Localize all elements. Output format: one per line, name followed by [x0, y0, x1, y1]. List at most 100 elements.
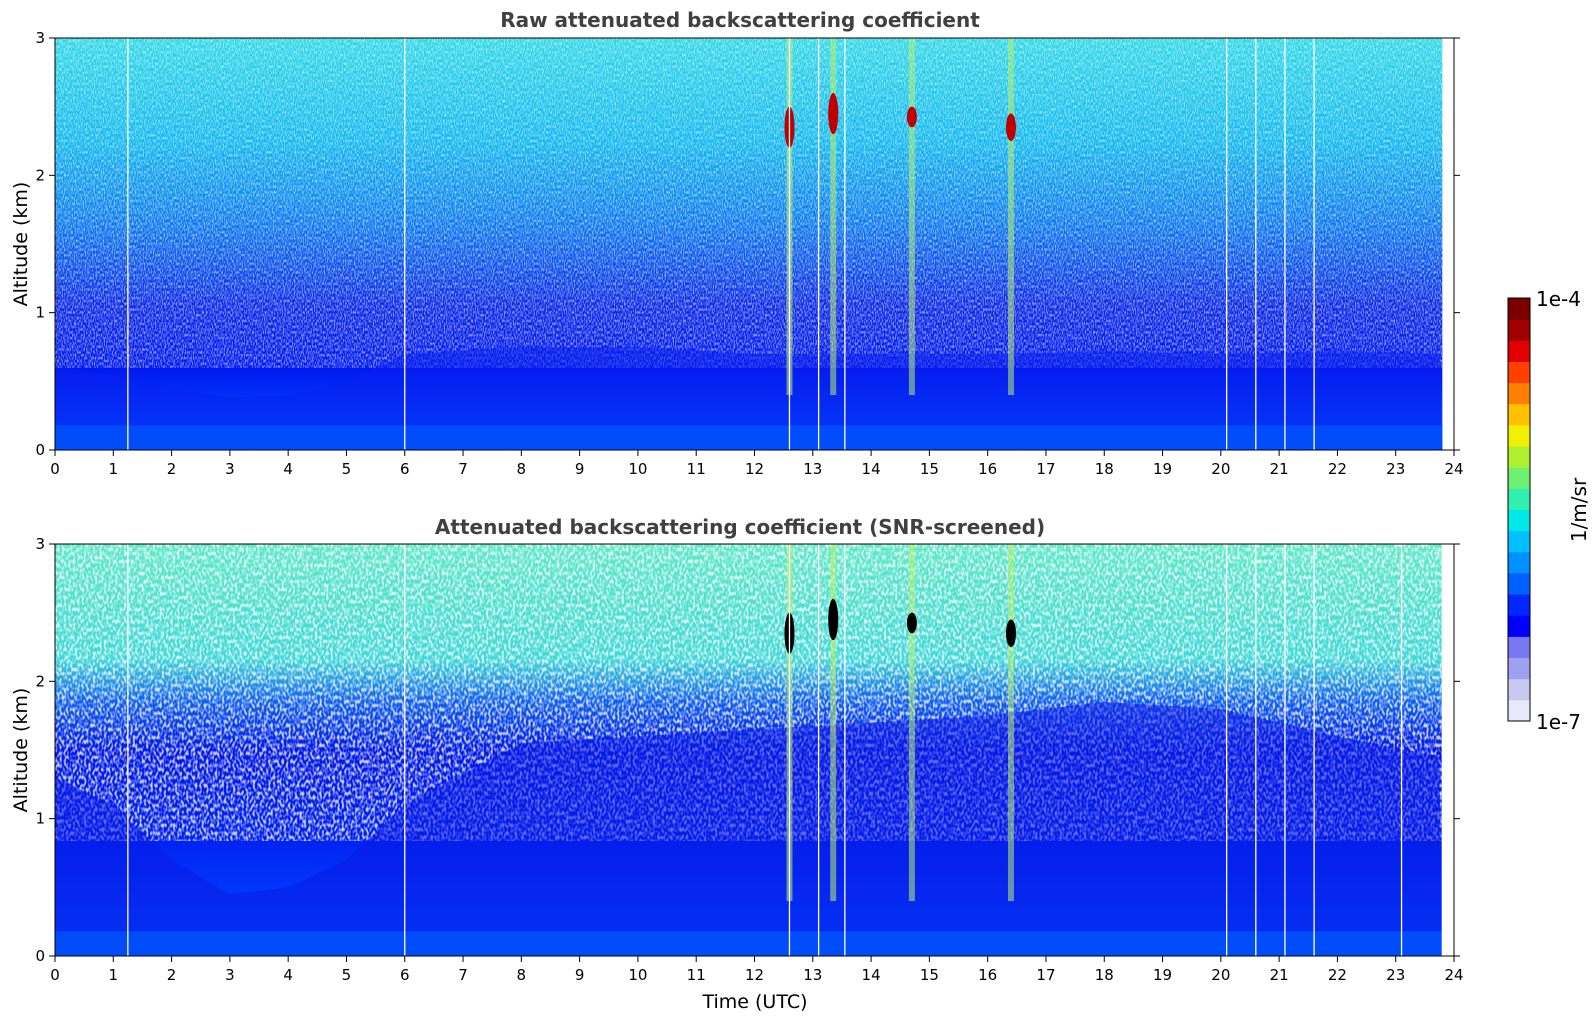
x-tick-label: 3: [225, 460, 235, 478]
surface-layer: [55, 425, 1443, 450]
x-tick-label: 8: [517, 966, 527, 984]
x-tick-label: 17: [1036, 460, 1055, 478]
x-tick-label: 5: [342, 966, 352, 984]
x-tick-label: 1: [109, 460, 119, 478]
colorbar-cell: [1508, 361, 1530, 384]
x-tick-label: 15: [920, 460, 939, 478]
plot-frame-raw: [54, 37, 1455, 451]
y-tick-label: 3: [35, 535, 45, 553]
y-tick-label: 2: [35, 672, 45, 690]
x-tick-label: 13: [803, 966, 822, 984]
x-tick-label: 20: [1211, 460, 1230, 478]
colorbar-cell: [1508, 699, 1530, 722]
cloud-streak: [1007, 544, 1014, 902]
panel-2-title: Attenuated backscattering coefficient (S…: [435, 515, 1045, 539]
cloud-streak: [1007, 38, 1014, 396]
boundary-layer-area: [55, 347, 1443, 450]
x-tick-label: 11: [687, 966, 706, 984]
colorbar-cell: [1508, 551, 1530, 574]
y-tick-label: 2: [35, 166, 45, 184]
x-tick-label: 19: [1153, 966, 1172, 984]
colorbar-max-label: 1e-4: [1536, 287, 1581, 311]
colorbar-unit-label: 1/m/sr: [1567, 477, 1591, 542]
panel-1-title: Raw attenuated backscattering coefficien…: [500, 8, 980, 32]
x-tick-label: 9: [575, 460, 585, 478]
x-tick-label: 11: [687, 460, 706, 478]
colorbar-cell: [1508, 446, 1530, 468]
x-tick-label: 23: [1386, 966, 1405, 984]
colorbar-cell: [1508, 594, 1530, 616]
colorbar-cell: [1508, 467, 1530, 489]
x-axis-label: Time (UTC): [701, 991, 807, 1013]
x-tick-label: 21: [1270, 460, 1289, 478]
x-tick-label: 12: [745, 460, 764, 478]
panel-snr: Attenuated backscattering coefficient (S…: [10, 515, 1464, 1013]
x-tick-label: 3: [225, 966, 235, 984]
x-tick-label: 4: [283, 966, 293, 984]
plot-frame-snr: [54, 543, 1455, 957]
x-tick-label: 8: [517, 460, 527, 478]
colorbar-cell: [1508, 657, 1530, 680]
noise-overlay: [55, 38, 1443, 368]
x-tick-label: 18: [1095, 966, 1114, 984]
cloud-streak: [908, 38, 915, 396]
colorbar-cell: [1508, 615, 1530, 637]
tick-layer-snr: 0 1 2 3 4 5 6 7 8 9 10 11 12 13 14 15 16 17 18 19 20 21 22 23 24…: [35, 535, 1463, 984]
x-tick-label: 10: [628, 966, 647, 984]
x-tick-label: 17: [1036, 966, 1055, 984]
panel-raw: Raw attenuated backscattering coefficien…: [10, 8, 1464, 478]
cloud-core: [1005, 619, 1016, 647]
surface-layer: [55, 931, 1443, 956]
y-tick-label: 0: [35, 441, 45, 459]
colorbar-cell: [1508, 530, 1530, 553]
cloud-core: [906, 612, 917, 634]
colorbar: 1e-4 1e-7 1/m/sr: [1507, 287, 1591, 734]
cloud-core: [828, 598, 839, 641]
x-tick-label: 2: [167, 460, 177, 478]
y-tick-label: 3: [35, 29, 45, 47]
x-tick-label: 14: [862, 460, 881, 478]
x-tick-label: 21: [1270, 966, 1289, 984]
x-tick-label: 24: [1444, 460, 1463, 478]
x-tick-label: 4: [283, 460, 293, 478]
x-tick-label: 22: [1328, 966, 1347, 984]
x-tick-label: 6: [400, 460, 410, 478]
colorbar-cell: [1508, 424, 1530, 447]
cloud-streak: [908, 544, 915, 902]
tick-layer-raw: 0 1 2 3 4 5 6 7 8 9 10 11 12 13 14 15 16 17 18 19 20 21 22 23 24…: [35, 29, 1463, 478]
cloud-streak: [830, 544, 837, 902]
colorbar-cell: [1508, 319, 1530, 341]
colorbar-frame: [1507, 297, 1531, 722]
y-axis-label-snr: Altitude (km): [10, 688, 32, 813]
cloud-streak: [830, 38, 837, 396]
colorbar-cell: [1508, 488, 1530, 510]
colorbar-min-label: 1e-7: [1536, 710, 1581, 734]
x-tick-label: 10: [628, 460, 647, 478]
x-tick-label: 16: [978, 966, 997, 984]
x-tick-label: 24: [1444, 966, 1463, 984]
x-tick-label: 0: [50, 966, 60, 984]
x-tick-label: 7: [458, 460, 468, 478]
colorbar-cell: [1508, 678, 1530, 701]
x-tick-label: 18: [1095, 460, 1114, 478]
y-axis-label-raw: Altitude (km): [10, 182, 32, 307]
x-tick-label: 19: [1153, 460, 1172, 478]
x-tick-label: 1: [109, 966, 119, 984]
colorbar-cell: [1508, 382, 1530, 405]
boundary-layer-area: [55, 701, 1443, 956]
x-tick-label: 6: [400, 966, 410, 984]
cloud-core: [1005, 113, 1016, 141]
x-tick-label: 12: [745, 966, 764, 984]
cloud-core: [828, 92, 839, 135]
cloud-core: [906, 106, 917, 128]
x-tick-label: 2: [167, 966, 177, 984]
colorbar-cell: [1508, 403, 1530, 426]
y-tick-label: 1: [35, 304, 45, 322]
heatmap-raw: [55, 38, 1443, 450]
x-tick-label: 14: [862, 966, 881, 984]
y-tick-label: 0: [35, 947, 45, 965]
colorbar-cell: [1508, 340, 1530, 362]
x-tick-label: 0: [50, 460, 60, 478]
colorbar-gradient: [1508, 298, 1530, 722]
